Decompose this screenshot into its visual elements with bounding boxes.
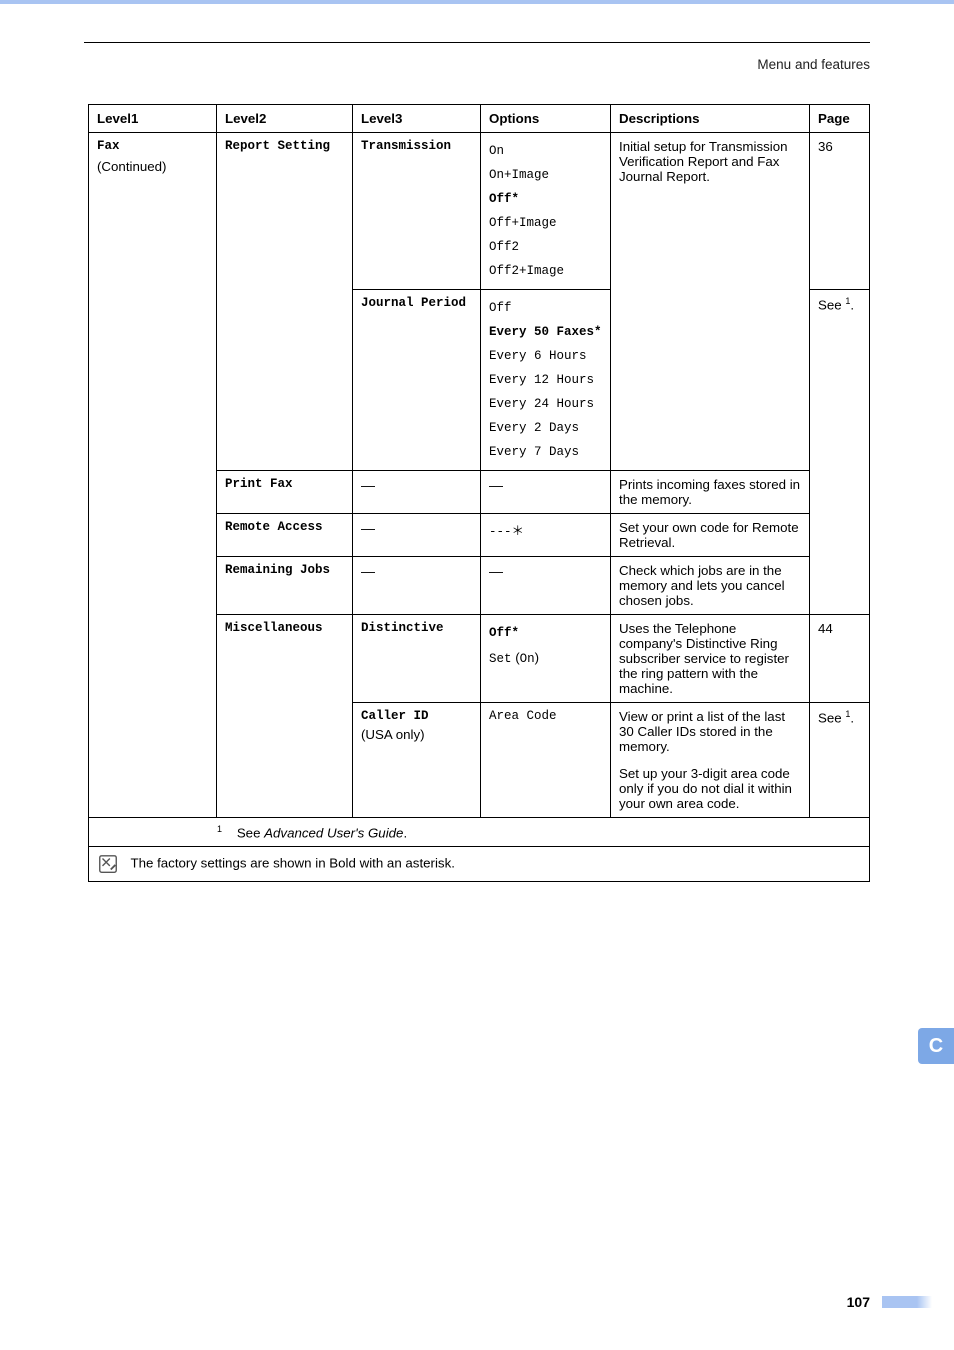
level3-sub: (USA only) <box>361 727 472 742</box>
section-tab: C <box>918 1028 954 1064</box>
table-header-row: Level1 Level2 Level3 Options Description… <box>89 105 870 133</box>
footnote-row: 1 See Advanced User's Guide. <box>89 818 870 847</box>
option: Off2+Image <box>489 259 602 283</box>
cell-options: ---＊ <box>481 514 611 557</box>
cell-level3: — <box>353 514 481 557</box>
cell-options: — <box>481 557 611 615</box>
option: Every 7 Days <box>489 440 602 464</box>
cell-desc: Set your own code for Remote Retrieval. <box>611 514 810 557</box>
cell-level2: Print Fax <box>217 471 353 514</box>
cell-level3: — <box>353 471 481 514</box>
cell-level3: Transmission <box>353 133 481 290</box>
option: Every 2 Days <box>489 416 602 440</box>
cell-options: — <box>481 471 611 514</box>
main-content: Level1 Level2 Level3 Options Description… <box>88 104 870 882</box>
option-default: Every 50 Faxes* <box>489 320 602 344</box>
option: Off2 <box>489 235 602 259</box>
page-accent-bar <box>882 1296 932 1308</box>
cell-options: Off* Set (On) <box>481 615 611 703</box>
cell-options: On On+Image Off* Off+Image Off2 Off2+Ima… <box>481 133 611 290</box>
option: Set (On) <box>489 645 602 671</box>
page-suffix: . <box>850 297 854 312</box>
page-number: 107 <box>847 1294 870 1310</box>
option-default: Off* <box>489 187 602 211</box>
level1-continued: (Continued) <box>97 159 208 174</box>
cell-desc: Initial setup for Transmission Verificat… <box>611 133 810 471</box>
cell-level3: — <box>353 557 481 615</box>
note-icon <box>97 853 119 875</box>
option: Off+Image <box>489 211 602 235</box>
option: Every 6 Hours <box>489 344 602 368</box>
menu-table: Level1 Level2 Level3 Options Description… <box>88 104 870 882</box>
footnote-sup: 1 <box>217 824 222 834</box>
page-see: See <box>818 297 842 312</box>
cell-level3: Journal Period <box>353 290 481 471</box>
page-suffix: . <box>850 710 854 725</box>
footnote-ital: Advanced User's Guide <box>264 825 403 840</box>
page-see: See <box>818 710 842 725</box>
cell-page: See 1. <box>810 703 870 818</box>
cell-level2: Remaining Jobs <box>217 557 353 615</box>
table-row: Fax (Continued) Report Setting Transmiss… <box>89 133 870 290</box>
col-level1: Level1 <box>89 105 217 133</box>
cell-desc: Set up your 3-digit area code only if yo… <box>611 760 810 818</box>
col-options: Options <box>481 105 611 133</box>
option: Off <box>489 296 602 320</box>
cell-level3: Caller ID (USA only) <box>353 703 481 818</box>
cell-desc: Check which jobs are in the memory and l… <box>611 557 810 615</box>
footnote-cell: 1 See Advanced User's Guide. <box>89 818 870 847</box>
cell-level1: Fax (Continued) <box>89 133 217 818</box>
col-level3: Level3 <box>353 105 481 133</box>
cell-desc: View or print a list of the last 30 Call… <box>611 703 810 761</box>
option: On <box>489 139 602 163</box>
cell-level2: Report Setting <box>217 133 353 471</box>
option: Every 24 Hours <box>489 392 602 416</box>
accent-top-bar <box>0 0 954 4</box>
breadcrumb: Menu and features <box>0 57 870 72</box>
col-page: Page <box>810 105 870 133</box>
cell-level3: Distinctive <box>353 615 481 703</box>
option: Every 12 Hours <box>489 368 602 392</box>
cell-level2: Remote Access <box>217 514 353 557</box>
cell-page: 36 <box>810 133 870 290</box>
cell-desc: Prints incoming faxes stored in the memo… <box>611 471 810 514</box>
cell-desc: Uses the Telephone company's Distinctive… <box>611 615 810 703</box>
footnote-suffix: . <box>403 825 407 840</box>
cell-options: Off Every 50 Faxes* Every 6 Hours Every … <box>481 290 611 471</box>
level3-name: Caller ID <box>361 709 472 723</box>
col-level2: Level2 <box>217 105 353 133</box>
option-default: Off* <box>489 621 602 645</box>
cell-level2: Miscellaneous <box>217 615 353 818</box>
cell-page: 44 <box>810 615 870 703</box>
note-text: The factory settings are shown in Bold w… <box>130 856 454 871</box>
cell-options: Area Code <box>481 703 611 818</box>
option: On+Image <box>489 163 602 187</box>
footnote-text: See <box>237 825 264 840</box>
note-cell: The factory settings are shown in Bold w… <box>89 847 870 882</box>
col-descriptions: Descriptions <box>611 105 810 133</box>
cell-page: See 1. <box>810 290 870 615</box>
header-rule <box>84 42 870 43</box>
note-row: The factory settings are shown in Bold w… <box>89 847 870 882</box>
level1-name: Fax <box>97 139 208 153</box>
